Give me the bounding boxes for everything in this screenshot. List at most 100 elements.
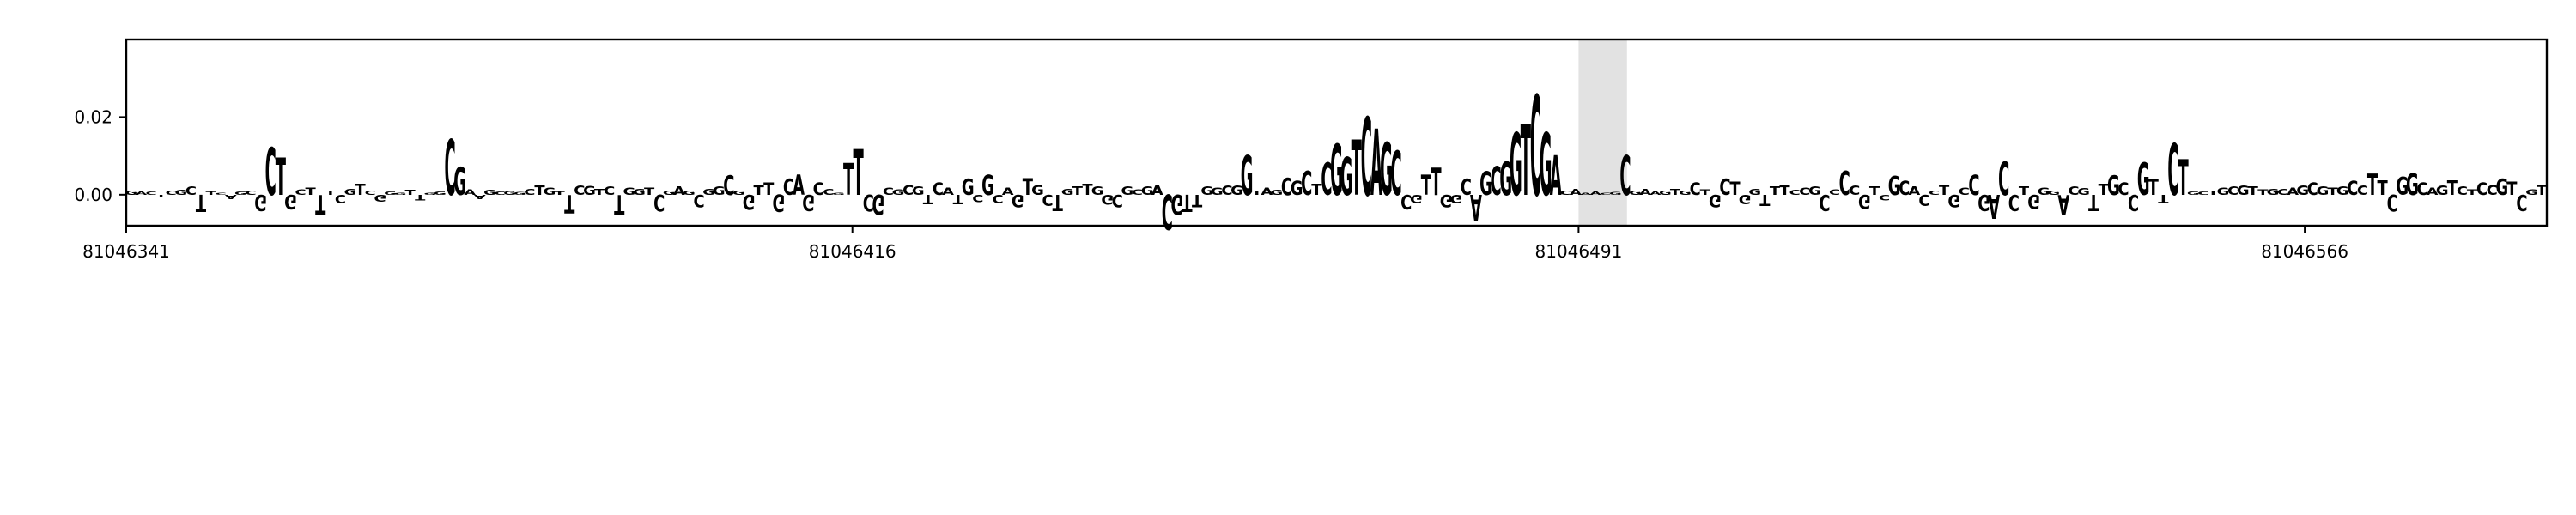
logo-letter-T: T [196, 189, 206, 217]
logo-letter-G: G [254, 189, 267, 214]
logo-letter-G: G [663, 190, 676, 197]
logo-letter-T: T [644, 185, 655, 197]
logo-letter-G: G [583, 184, 596, 198]
logo-letter-G: G [284, 190, 297, 213]
logo-letter-G: G [1440, 191, 1453, 209]
logo-letter-A: A [1370, 111, 1382, 217]
logo-letter-C: C [1491, 160, 1502, 205]
logo-letter-C: C [2347, 177, 2358, 199]
logo-letter-T: T [1082, 182, 1092, 199]
logo-letter-G: G [1031, 183, 1044, 199]
logo-letter-C: C [2008, 189, 2020, 214]
logo-letter-C: C [2307, 180, 2318, 199]
logo-letter-T: T [1729, 178, 1741, 199]
logo-letter-A: A [1151, 183, 1164, 199]
logo-letter-G: G [1479, 165, 1492, 202]
logo-letter-G: G [981, 170, 994, 202]
logo-letter-G: G [683, 189, 696, 197]
logo-letter-T: T [355, 182, 366, 199]
logo-letter-C: C [813, 180, 824, 199]
logo-letter-G: G [344, 188, 357, 197]
logo-letter-C: C [1879, 192, 1890, 201]
logo-letter-T: T [1939, 183, 1950, 199]
logo-letter-G: G [743, 189, 756, 213]
logo-letter-G: G [2406, 167, 2419, 202]
logo-letter-T: T [315, 187, 326, 219]
logo-letter-C: C [933, 179, 944, 199]
logo-letter-C: C [1899, 177, 1910, 199]
logo-letter-T: T [276, 148, 286, 208]
logo-letter-G: G [1380, 130, 1393, 213]
logo-letter-C: C [604, 184, 615, 197]
logo-letter-G: G [1947, 191, 1960, 209]
logo-letter-G: G [1101, 191, 1114, 207]
logo-letter-A: A [1908, 184, 1921, 197]
logo-letter-T: T [1023, 174, 1034, 201]
logo-letter-T: T [325, 189, 337, 197]
logo-letter-G: G [423, 192, 436, 196]
logo-letter-T: T [1252, 189, 1263, 197]
logo-letter-G: G [2187, 191, 2200, 197]
logo-letter-T: T [2019, 184, 2030, 197]
logo-letter-G: G [1978, 189, 1990, 214]
logo-letter-G: G [174, 189, 187, 197]
logo-letter-A: A [1580, 192, 1592, 196]
logo-letter-C: C [823, 188, 834, 197]
logo-letter-T: T [2257, 188, 2269, 197]
logo-letter-G: G [394, 192, 407, 196]
logo-letter-G: G [384, 191, 397, 197]
logo-letter-T: T [1869, 184, 1880, 197]
logo-letter-A: A [942, 185, 954, 197]
logo-letter-C: C [2357, 182, 2368, 197]
logo-letter-C: C [524, 188, 535, 197]
logo-letter-G: G [125, 189, 137, 197]
logo-letter-C: C [335, 191, 346, 205]
logo-letter-A: A [2287, 185, 2299, 197]
logo-letter-G: G [2317, 184, 2330, 197]
logo-letter-C: C [1560, 190, 1571, 197]
logo-letter-A: A [1570, 188, 1583, 197]
logo-letter-C: C [2487, 183, 2498, 199]
x-tick-label: 81046491 [1535, 241, 1623, 262]
logo-letter-T: T [1700, 188, 1711, 197]
logo-letter-G: G [2047, 189, 2060, 197]
logo-letter-T: T [2367, 169, 2379, 203]
logo-letter-C: C [1321, 154, 1332, 206]
logo-letter-G: G [1291, 177, 1303, 199]
logo-letter-C: C [1849, 183, 1860, 197]
logo-letter-G: G [503, 191, 516, 197]
logo-letter-T: T [1192, 191, 1202, 210]
logo-letter-C: C [1799, 185, 1810, 197]
x-tick-label: 81046566 [2261, 241, 2348, 262]
y-tick-label: 0.00 [74, 185, 112, 205]
logo-letter-T: T [614, 187, 624, 219]
logo-letter-G: G [832, 192, 845, 196]
logo-letter-C: C [166, 190, 177, 197]
highlight-band [1578, 39, 1627, 226]
logo-letter-T: T [763, 179, 774, 199]
logo-letter-T: T [1352, 124, 1362, 213]
logo-letter-A: A [1002, 185, 1014, 197]
logo-letter-G: G [1340, 146, 1353, 208]
logo-letter-T: T [2148, 176, 2159, 201]
logo-letter-G: G [1629, 189, 1642, 197]
logo-letter-G: G [623, 185, 635, 197]
logo-letter-A: A [793, 170, 805, 202]
logo-letter-T: T [1431, 160, 1441, 203]
logo-letter-C: C [295, 188, 306, 197]
logo-letter-T: T [2088, 189, 2099, 215]
logo-letter-G: G [2296, 182, 2309, 197]
logo-letter-C: C [1361, 95, 1372, 221]
logo-letter-G: G [1241, 144, 1254, 207]
logo-letter-C: C [444, 124, 455, 213]
logo-letter-T: T [2327, 185, 2338, 197]
logo-letter-C: C [1391, 139, 1402, 209]
logo-letter-T: T [2537, 183, 2548, 199]
logo-letter-C: C [1959, 185, 1970, 197]
logo-letter-C: C [245, 190, 256, 197]
logo-letter-G: G [633, 188, 646, 197]
logo-letter-C: C [1839, 165, 1850, 203]
logo-letter-C: C [1132, 188, 1143, 197]
logo-letter-C: C [1221, 183, 1232, 197]
